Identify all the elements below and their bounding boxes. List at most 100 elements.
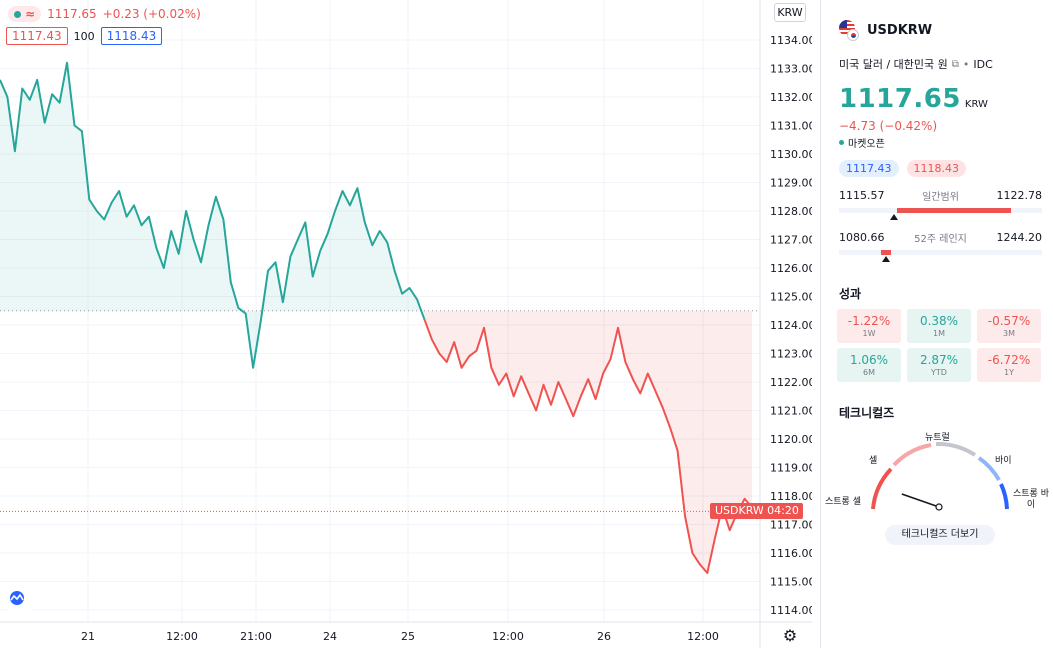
perf-value: 2.87% bbox=[919, 353, 959, 367]
y-tick-label: 1124.00 bbox=[770, 319, 812, 332]
y-tick-label: 1115.00 bbox=[770, 576, 812, 589]
tradingview-logo-icon[interactable] bbox=[6, 591, 34, 615]
y-tick-label: 1132.00 bbox=[770, 91, 812, 104]
y-tick-label: 1126.00 bbox=[770, 262, 812, 275]
day-range: 1115.57 일간범위 1122.78 bbox=[839, 188, 1043, 220]
y-tick-label: 1123.00 bbox=[770, 348, 812, 361]
exchange-name: IDC bbox=[973, 57, 993, 71]
panel-bid-chip: 1117.43 bbox=[839, 160, 899, 177]
up-series-line bbox=[0, 61, 426, 369]
week52-range-marker-icon bbox=[881, 256, 890, 262]
chart-legend: ≈ 1117.65 +0.23 (+0.02%) bbox=[8, 6, 201, 22]
perf-cell-3m[interactable]: -0.57% 3M bbox=[977, 309, 1041, 343]
y-tick-label: 1134.00 bbox=[770, 34, 812, 47]
last-price-value: 1117.65 bbox=[839, 84, 961, 114]
currency-flags-icon bbox=[839, 20, 859, 41]
day-range-fill bbox=[897, 208, 1011, 213]
technicals-more-button[interactable]: 테크니컬즈 더보기 bbox=[885, 525, 995, 545]
last-price: 1117.65 KRW bbox=[839, 84, 988, 114]
gauge-label-buy: 바이 bbox=[995, 456, 1012, 466]
up-area bbox=[0, 62, 425, 368]
perf-value: -1.22% bbox=[847, 314, 891, 328]
perf-cell-6m[interactable]: 1.06% 6M bbox=[837, 348, 901, 382]
performance-title: 성과 bbox=[839, 287, 862, 301]
week52-range: 1080.66 52주 레인지 1244.20 bbox=[839, 230, 1042, 262]
perf-value: -0.57% bbox=[987, 314, 1031, 328]
price-chart[interactable]: 1134.00 1133.00 1132.00 1131.00 1130.00 1129.… bbox=[0, 0, 812, 648]
y-tick-label: 1129.00 bbox=[770, 177, 812, 190]
market-status-text: 마켓오픈 bbox=[848, 139, 885, 150]
market-status: 마켓오픈 bbox=[839, 135, 885, 150]
y-tick-label: 1122.00 bbox=[770, 376, 812, 389]
week52-range-fill bbox=[881, 250, 891, 255]
bid-button[interactable]: 1117.43 bbox=[6, 27, 68, 45]
perf-label: 1M bbox=[933, 329, 945, 338]
down-area bbox=[424, 310, 752, 573]
gauge-label-neutral: 뉴트럴 bbox=[925, 433, 950, 443]
bid-ask-row: 1117.43 100 1118.43 bbox=[6, 27, 163, 45]
x-tick-label: 12:00 bbox=[687, 630, 719, 643]
day-range-marker-icon bbox=[889, 214, 898, 220]
gauge-needle bbox=[901, 493, 940, 508]
y-tick-label: 1125.00 bbox=[770, 291, 812, 304]
gauge-label-strong-buy: 스트롱 바이 bbox=[1013, 489, 1049, 510]
symbol-name[interactable]: USDKRW bbox=[867, 22, 933, 38]
ask-button[interactable]: 1118.43 bbox=[100, 27, 163, 45]
last-price-currency: KRW bbox=[964, 99, 988, 110]
perf-label: 6M bbox=[863, 368, 875, 377]
y-tick-label: 1127.00 bbox=[770, 234, 812, 247]
y-tick-label: 1119.00 bbox=[770, 462, 812, 475]
perf-cell-ytd[interactable]: 2.87% YTD bbox=[907, 348, 971, 382]
technicals-title: 테크니컬즈 bbox=[839, 406, 895, 420]
x-tick-label: 21 bbox=[81, 630, 95, 643]
panel-ask-chip: 1118.43 bbox=[906, 160, 966, 177]
perf-cell-1y[interactable]: -6.72% 1Y bbox=[977, 348, 1041, 382]
x-tick-label: 21:00 bbox=[240, 630, 272, 643]
week52-range-label: 52주 레인지 bbox=[914, 234, 967, 245]
perf-cell-1m[interactable]: 0.38% 1M bbox=[907, 309, 971, 343]
week52-range-bar bbox=[839, 250, 1042, 262]
legend-price: 1117.65 bbox=[47, 7, 97, 21]
currency-button[interactable]: KRW bbox=[774, 3, 806, 22]
description-text[interactable]: 미국 달러 / 대한민국 원 bbox=[839, 58, 948, 71]
gauge-label-strong-sell: 스트롱 셀 bbox=[825, 497, 861, 507]
spread-value: 100 bbox=[73, 29, 95, 43]
market-status-pill[interactable]: ≈ bbox=[8, 6, 42, 22]
chart-canvas[interactable]: 1134.00 1133.00 1132.00 1131.00 1130.00 1129.… bbox=[0, 0, 812, 648]
legend-change: +0.23 (+0.02%) bbox=[102, 7, 201, 21]
y-tick-label: 1121.00 bbox=[770, 405, 812, 418]
perf-label: 1W bbox=[862, 329, 876, 338]
perf-label: 3M bbox=[1003, 329, 1015, 338]
gear-icon[interactable]: ⚙ bbox=[782, 626, 798, 645]
gauge-pivot bbox=[935, 503, 943, 511]
symbol-header: USDKRW bbox=[839, 20, 933, 41]
week52-range-low: 1080.66 bbox=[839, 231, 885, 244]
external-link-icon[interactable]: ⧉ bbox=[951, 58, 959, 70]
gauge-label-sell: 셀 bbox=[869, 456, 878, 466]
y-tick-label: 1116.00 bbox=[770, 547, 812, 560]
panel-bid-ask: 1117.43 1118.43 bbox=[839, 160, 966, 177]
perf-value: 0.38% bbox=[919, 314, 959, 328]
perf-label: 1Y bbox=[1004, 368, 1014, 377]
y-tick-label: 1130.00 bbox=[770, 148, 812, 161]
y-tick-label: 1114.00 bbox=[770, 604, 812, 617]
x-tick-label: 12:00 bbox=[492, 630, 524, 643]
day-range-low: 1115.57 bbox=[839, 189, 885, 202]
symbol-price-label: USDKRW bbox=[710, 503, 769, 520]
performance-grid: -1.22% 1W 0.38% 1M -0.57% 3M 1.06% 6M 2.87% Y… bbox=[837, 309, 1042, 382]
technicals-gauge bbox=[871, 441, 1009, 511]
wave-icon: ≈ bbox=[25, 7, 36, 21]
symbol-description: 미국 달러 / 대한민국 원 ⧉ • IDC bbox=[839, 57, 993, 72]
price-change: −4.73 (−0.42%) bbox=[839, 119, 938, 133]
down-series-line bbox=[423, 318, 753, 574]
perf-cell-1w[interactable]: -1.22% 1W bbox=[837, 309, 901, 343]
market-open-dot-icon bbox=[839, 140, 844, 145]
y-tick-label: 1118.00 bbox=[770, 490, 812, 503]
x-tick-label: 12:00 bbox=[166, 630, 198, 643]
x-tick-label: 25 bbox=[401, 630, 415, 643]
y-tick-label: 1128.00 bbox=[770, 205, 812, 218]
day-range-high: 1122.78 bbox=[996, 189, 1043, 202]
perf-value: 1.06% bbox=[849, 353, 889, 367]
perf-value: -6.72% bbox=[987, 353, 1031, 367]
day-range-bar bbox=[839, 208, 1042, 220]
